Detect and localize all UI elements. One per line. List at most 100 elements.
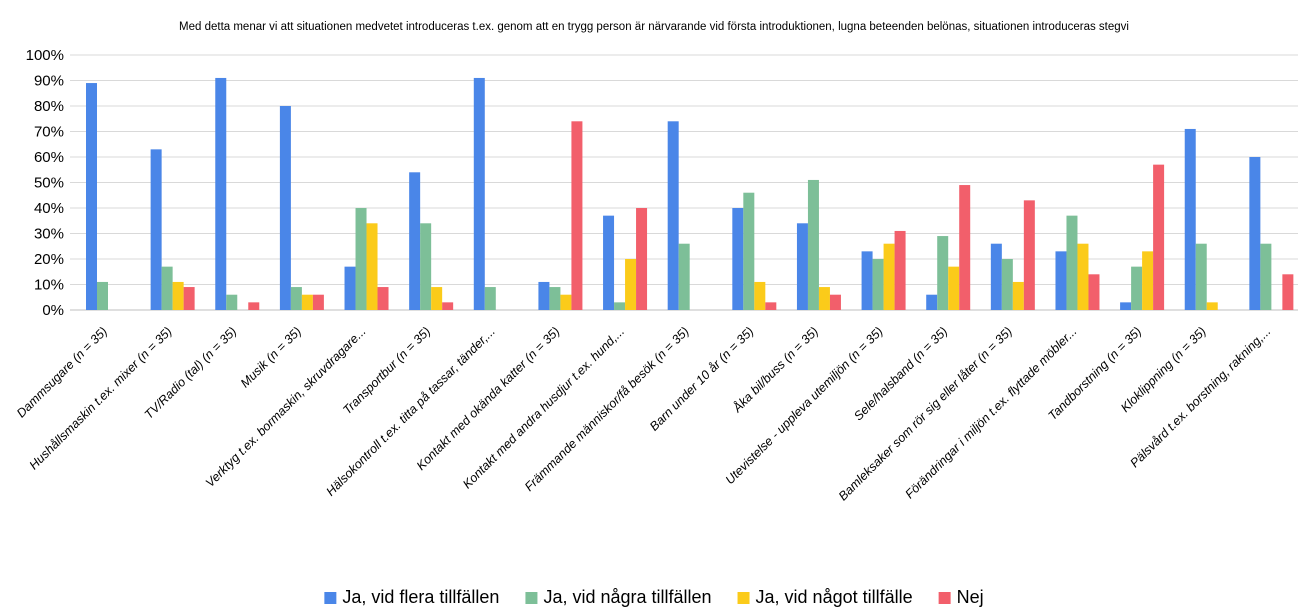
bar xyxy=(948,266,960,310)
bar xyxy=(442,302,454,310)
bar xyxy=(1249,157,1261,310)
bar xyxy=(861,251,873,310)
bar xyxy=(807,179,819,310)
bar xyxy=(818,287,830,310)
bar xyxy=(571,121,583,310)
y-tick-label: 10% xyxy=(34,277,64,294)
bar xyxy=(1260,243,1272,310)
bar xyxy=(636,208,648,310)
legend-swatch xyxy=(737,592,750,604)
bar xyxy=(1195,243,1207,310)
bar xyxy=(872,259,884,310)
y-tick-label: 0% xyxy=(42,302,64,319)
legend-item: Ja, vid några tillfällen xyxy=(525,587,712,607)
bar xyxy=(1001,259,1013,310)
bar xyxy=(1153,164,1165,310)
bar xyxy=(86,83,97,310)
bar xyxy=(97,281,108,310)
bar xyxy=(1066,215,1078,310)
bar xyxy=(603,215,615,310)
bar xyxy=(161,266,173,310)
y-tick-label: 20% xyxy=(34,251,64,268)
bar xyxy=(473,77,485,310)
legend-swatch xyxy=(938,592,951,604)
legend: Ja, vid flera tillfällen Ja, vid några ti… xyxy=(324,587,984,607)
bar xyxy=(1282,274,1294,310)
bar xyxy=(248,302,260,310)
bar xyxy=(312,294,324,310)
legend-label: Ja, vid något tillfälle xyxy=(756,587,913,607)
bar xyxy=(549,287,561,310)
y-tick-label: 80% xyxy=(34,98,64,115)
bar xyxy=(1142,251,1154,310)
y-axis-ticks: 0% 10% 20% 30% 40% 50% 60% 70% 80% 90% 100% xyxy=(26,47,64,319)
bar xyxy=(538,281,550,310)
bar xyxy=(226,294,238,310)
bar xyxy=(990,243,1002,310)
y-tick-label: 40% xyxy=(34,200,64,217)
chart-title: Med detta menar vi att situationen medve… xyxy=(179,21,1129,33)
legend-item: Ja, vid flera tillfällen xyxy=(324,587,499,607)
bar xyxy=(894,230,906,310)
bar xyxy=(215,77,227,310)
x-axis-ticks: Dammsugare (n = 35)Hushållsmaskin t.ex. … xyxy=(14,324,1273,504)
bar xyxy=(614,302,626,310)
bar xyxy=(926,294,938,310)
bar xyxy=(1077,243,1089,310)
bar xyxy=(959,185,971,310)
bar xyxy=(1055,251,1067,310)
y-tick-label: 70% xyxy=(34,124,64,141)
x-tick-label: Pälsvård t.ex. borstning, rakning,... xyxy=(1127,324,1273,470)
y-tick-label: 60% xyxy=(34,149,64,166)
bar xyxy=(743,192,755,310)
bar xyxy=(1012,281,1024,310)
y-tick-label: 50% xyxy=(34,175,64,192)
x-tick-label: Musik (n = 35) xyxy=(238,324,304,390)
x-tick-label: Barn under 10 år (n = 35) xyxy=(647,324,756,433)
x-tick-label: Hushållsmaskin t.ex. mixer (n = 35) xyxy=(27,324,175,472)
bar xyxy=(937,236,949,310)
legend-label: Nej xyxy=(957,587,984,607)
bar xyxy=(183,287,195,310)
y-tick-label: 30% xyxy=(34,226,64,243)
gridlines xyxy=(70,54,1298,311)
bar xyxy=(484,287,496,310)
bar xyxy=(560,294,572,310)
bar xyxy=(150,149,162,310)
y-tick-label: 90% xyxy=(34,73,64,90)
y-tick-label: 100% xyxy=(26,47,64,64)
bar xyxy=(732,208,744,310)
bar xyxy=(1206,302,1218,310)
bar xyxy=(366,223,378,310)
bar xyxy=(355,208,367,310)
bar xyxy=(1120,302,1132,310)
bar xyxy=(754,281,766,310)
legend-swatch xyxy=(324,592,337,604)
bar xyxy=(344,266,356,310)
bar xyxy=(420,223,432,310)
bar xyxy=(667,121,679,310)
bar xyxy=(829,294,841,310)
bar xyxy=(1184,128,1196,310)
bar xyxy=(172,281,184,310)
legend-item: Nej xyxy=(938,587,984,607)
bar xyxy=(883,243,895,310)
bar xyxy=(1088,274,1100,310)
bar xyxy=(1023,200,1035,310)
bar xyxy=(279,106,291,310)
bar xyxy=(796,223,808,310)
bar xyxy=(765,302,777,310)
bar xyxy=(1131,266,1143,310)
bar xyxy=(290,287,302,310)
legend-label: Ja, vid flera tillfällen xyxy=(342,587,499,607)
bar xyxy=(625,259,637,310)
bar xyxy=(377,287,389,310)
legend-label: Ja, vid några tillfällen xyxy=(543,587,711,607)
bar xyxy=(678,243,690,310)
bar xyxy=(431,287,443,310)
bar xyxy=(409,172,421,310)
legend-swatch xyxy=(525,592,538,604)
x-tick-label: Kontakt med okända katter (n = 35) xyxy=(414,324,563,473)
bar xyxy=(301,294,313,310)
